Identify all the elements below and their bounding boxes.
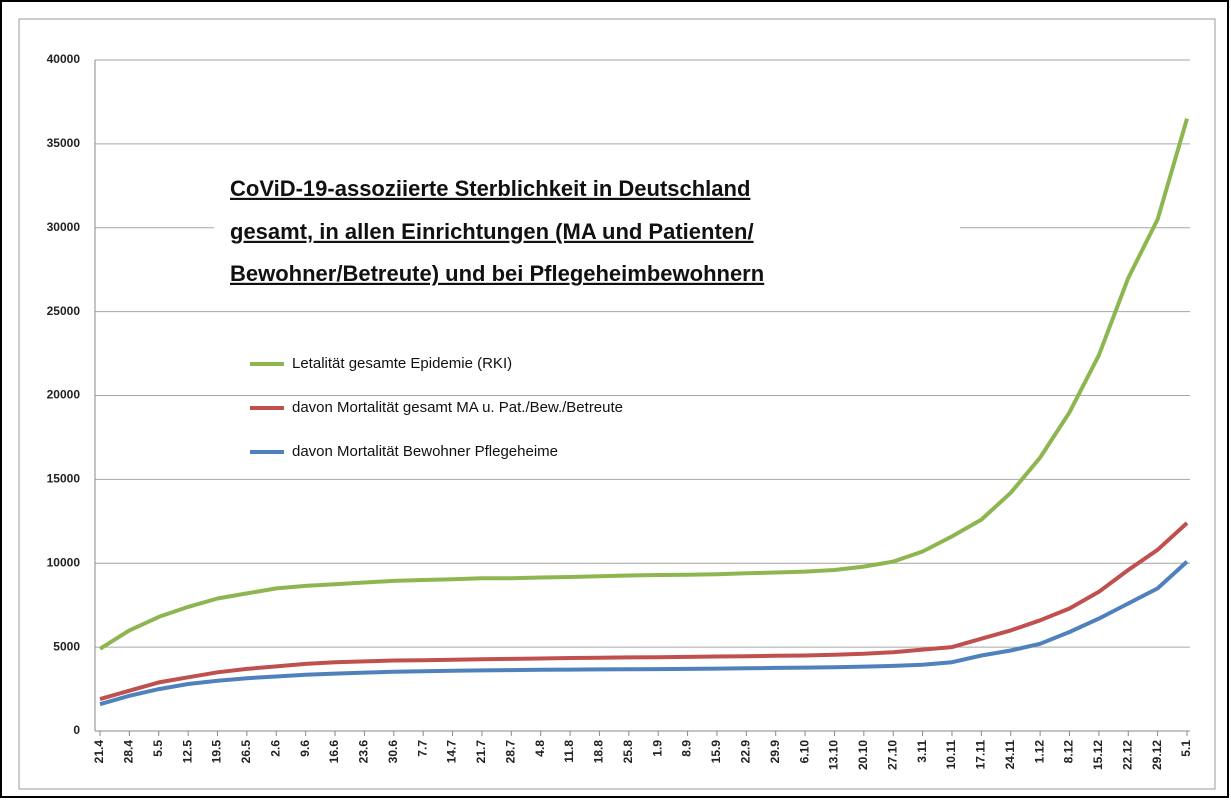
y-tick-label: 5000: [53, 639, 80, 653]
x-tick-label: 1.9: [650, 740, 664, 757]
x-tick-label: 15.12: [1091, 740, 1105, 770]
x-tick-label: 5.5: [151, 740, 165, 757]
line-series: [98, 118, 1189, 651]
x-tick-label: 30.6: [386, 740, 400, 764]
legend-label: davon Mortalität Bewohner Pflegeheime: [292, 443, 558, 460]
x-tick-label: 14.7: [445, 740, 459, 764]
chart-title: CoViD-19-assoziierte Sterblichkeit in De…: [230, 176, 750, 201]
y-tick-label: 15000: [47, 472, 81, 486]
x-tick-label: 25.8: [621, 740, 635, 764]
x-tick-label: 3.11: [915, 740, 929, 763]
legend-label: Letalität gesamte Epidemie (RKI): [292, 355, 512, 372]
chart-border: [18, 18, 1216, 790]
x-tick-label: 20.10: [856, 740, 870, 770]
x-tick-label: 10.11: [944, 740, 958, 770]
y-tick-label: 20000: [47, 388, 81, 402]
x-tick-label: 23.6: [357, 740, 371, 764]
x-tick-label: 15.9: [709, 740, 723, 764]
x-tick-label: 26.5: [239, 740, 253, 764]
x-tick-label: 24.11: [1003, 740, 1017, 770]
x-tick-label: 8.12: [1062, 740, 1076, 764]
x-tick-label: 13.10: [827, 740, 841, 770]
x-tick-label: 28.4: [122, 740, 136, 764]
x-tick-label: 21.7: [474, 740, 488, 764]
x-tick-label: 21.4: [92, 740, 106, 764]
x-tick-label: 27.10: [885, 740, 899, 770]
x-tick-label: 5.1: [1179, 740, 1193, 757]
y-tick-label: 0: [73, 723, 80, 737]
chart-title: gesamt, in allen Einrichtungen (MA und P…: [230, 219, 754, 244]
x-tick-label: 12.5: [180, 740, 194, 764]
x-tick-label: 29.9: [768, 740, 782, 764]
x-tick-label: 6.10: [797, 740, 811, 764]
x-tick-label: 17.11: [974, 740, 988, 770]
y-tick-label: 10000: [47, 555, 81, 569]
legend-label: davon Mortalität gesamt MA u. Pat./Bew./…: [292, 399, 623, 416]
title-box: [214, 168, 960, 296]
x-tick-label: 8.9: [680, 740, 694, 757]
chart-title: Bewohner/Betreute) und bei Pflegeheimbew…: [230, 261, 764, 286]
x-tick-label: 16.6: [327, 740, 341, 764]
x-tick-label: 22.9: [738, 740, 752, 764]
x-tick-label: 9.6: [298, 740, 312, 757]
x-tick-label: 19.5: [210, 740, 224, 764]
x-tick-label: 11.8: [562, 740, 576, 763]
line-series: [99, 560, 1189, 707]
y-tick-label: 40000: [47, 52, 81, 66]
y-tick-label: 25000: [47, 304, 81, 318]
line-series: [99, 521, 1189, 702]
y-tick-label: 30000: [47, 220, 81, 234]
x-tick-label: 22.12: [1120, 740, 1134, 770]
y-tick-label: 35000: [47, 136, 81, 150]
x-tick-label: 4.8: [533, 740, 547, 757]
x-tick-label: 7.7: [415, 740, 429, 757]
x-tick-label: 28.7: [503, 740, 517, 764]
x-tick-label: 29.12: [1150, 740, 1164, 770]
x-tick-label: 2.6: [268, 740, 282, 757]
x-tick-label: 18.8: [592, 740, 606, 764]
x-tick-label: 1.12: [1032, 740, 1046, 764]
